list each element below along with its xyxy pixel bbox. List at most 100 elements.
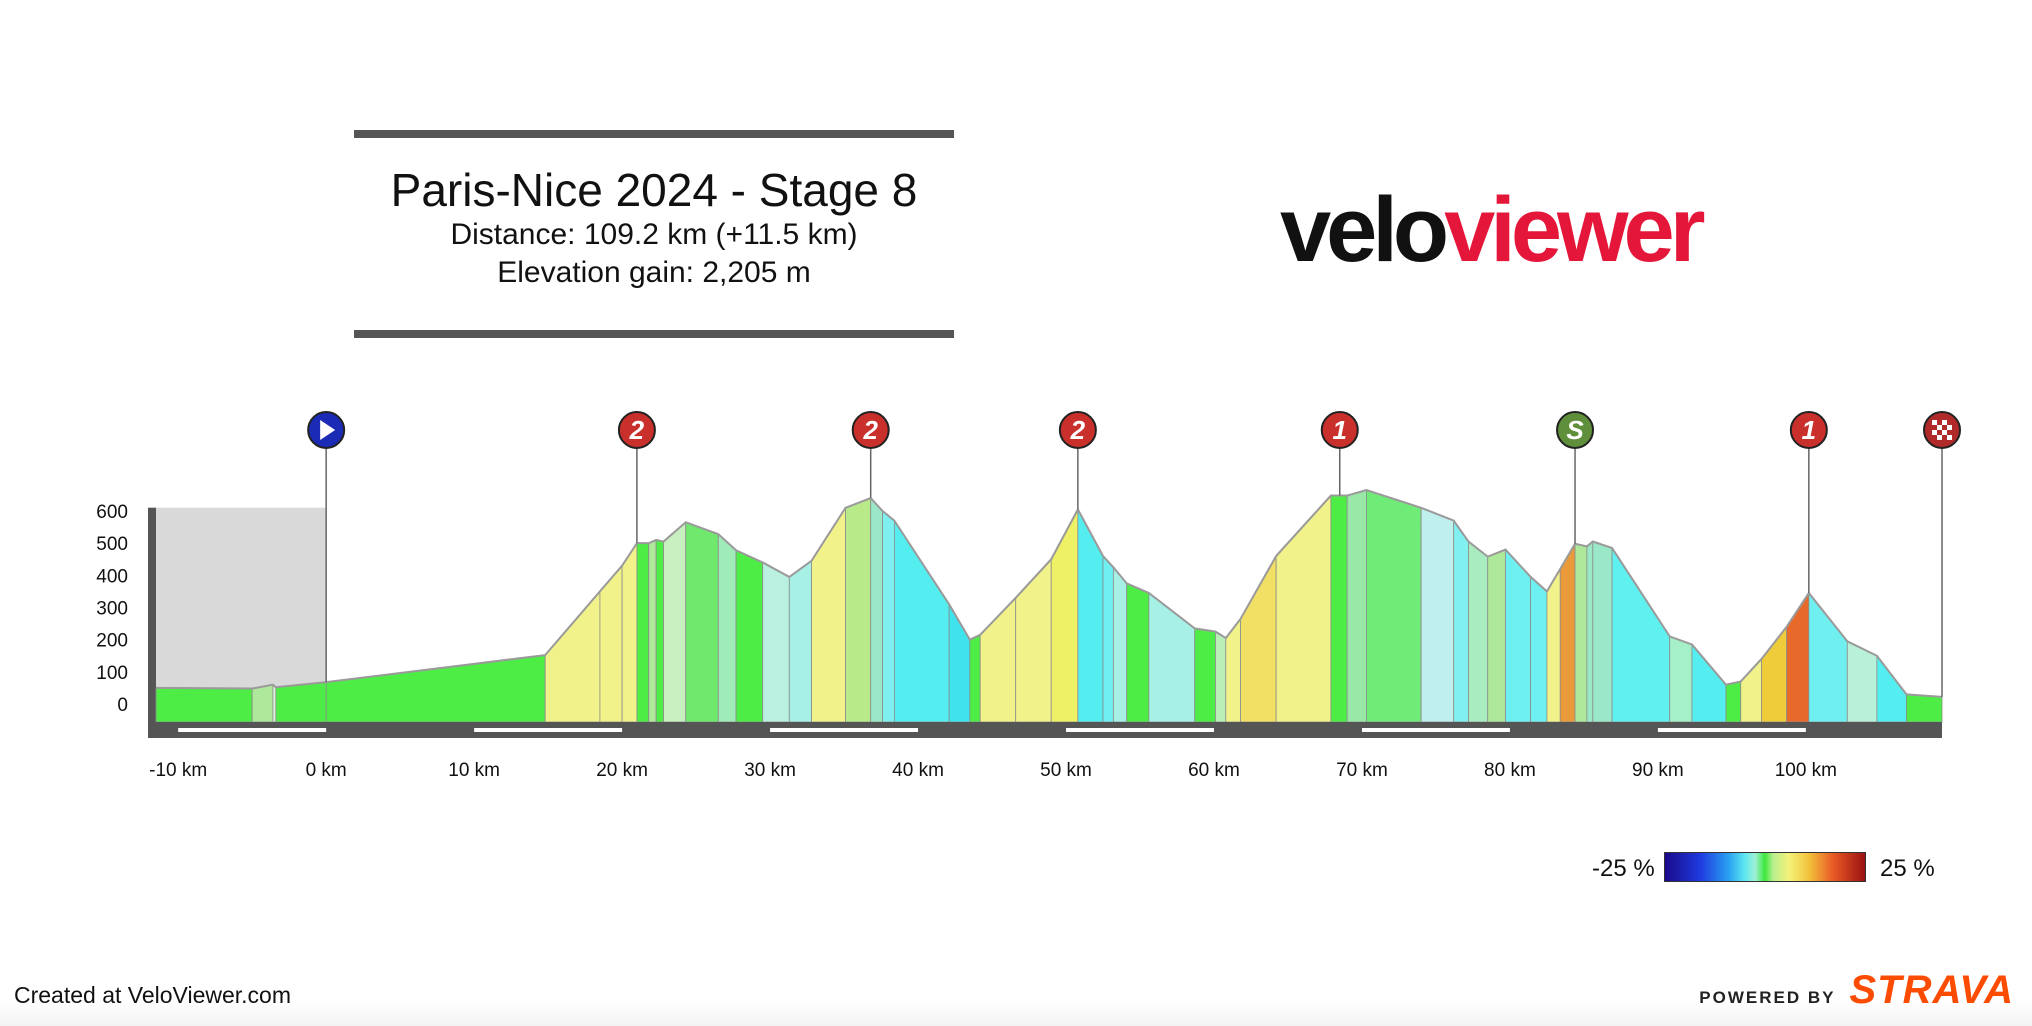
climb-marker bbox=[1058, 411, 1097, 449]
checkered-flag-cell bbox=[1947, 435, 1952, 440]
x-tick-label: 70 km bbox=[1336, 760, 1388, 781]
gradient-segment bbox=[1586, 540, 1594, 723]
gradient-segment bbox=[272, 683, 277, 723]
gradient-segment bbox=[1505, 548, 1532, 723]
gradient-segment bbox=[882, 510, 895, 723]
y-tick-label: 100 bbox=[96, 663, 128, 684]
gradient-segment bbox=[1574, 543, 1588, 723]
x-tick-label: 100 km bbox=[1775, 760, 1837, 781]
checkered-flag-cell bbox=[1932, 425, 1937, 430]
gradient-segment bbox=[621, 541, 638, 723]
gradient-segment bbox=[251, 684, 274, 723]
checkered-flag-cell bbox=[1942, 435, 1947, 440]
checkered-flag-cell bbox=[1942, 430, 1947, 435]
gradient-segment bbox=[1365, 489, 1422, 723]
gradient-segments-layer bbox=[155, 489, 1943, 723]
climb-marker bbox=[617, 411, 656, 449]
gradient-segment bbox=[1592, 540, 1613, 723]
marker-label: 2 bbox=[1070, 415, 1086, 445]
checkered-flag-cell bbox=[1937, 425, 1942, 430]
gradient-segment bbox=[1530, 576, 1548, 723]
y-tick-label: 0 bbox=[117, 695, 128, 716]
marker-label: S bbox=[1566, 415, 1584, 445]
km-band bbox=[474, 728, 623, 732]
gradient-segment bbox=[1126, 582, 1150, 723]
gradient-segment bbox=[1148, 592, 1196, 723]
checkered-flag-cell bbox=[1947, 420, 1952, 425]
checkered-flag-cell bbox=[1942, 425, 1947, 430]
left-axis-bar bbox=[148, 507, 156, 722]
stage-title: Paris-Nice 2024 - Stage 8 bbox=[390, 164, 918, 216]
gradient-segment bbox=[969, 634, 981, 723]
y-tick-label: 600 bbox=[96, 502, 128, 523]
legend-max-label: 25 % bbox=[1880, 855, 1935, 882]
km-band bbox=[1361, 728, 1510, 732]
elevation-profile-chart: 2 2 2 1 S 1 -10 km 0 km 10 km 20 km 30 km 40 km 50 … bbox=[96, 411, 1961, 781]
gradient-segment bbox=[717, 533, 737, 723]
checkered-flag-cell bbox=[1932, 420, 1937, 425]
gradient-segment bbox=[1015, 558, 1052, 723]
km-band bbox=[770, 728, 919, 732]
title-box: Paris-Nice 2024 - Stage 8 Distance: 109.… bbox=[354, 130, 954, 338]
gradient-segment bbox=[1102, 554, 1114, 723]
km-band bbox=[1066, 728, 1214, 732]
gradient-segment bbox=[1112, 566, 1128, 723]
veloviewer-logo[interactable]: veloviewer bbox=[1280, 179, 1706, 281]
distance-text: Distance: 109.2 km (+11.5 km) bbox=[450, 218, 858, 251]
gradient-segment bbox=[870, 497, 883, 723]
gradient-segment bbox=[1346, 489, 1367, 723]
gradient-segment bbox=[663, 521, 687, 723]
profile-line bbox=[155, 489, 1943, 698]
gradient-segment bbox=[636, 542, 650, 723]
gradient-segment bbox=[1487, 548, 1506, 723]
climb-marker bbox=[851, 411, 890, 449]
powered-by-strava[interactable]: POWERED BY STRAVA bbox=[1699, 968, 2014, 1013]
gradient-segment bbox=[1786, 591, 1810, 723]
gradient-segment bbox=[1050, 509, 1079, 723]
marker-label: 1 bbox=[1333, 415, 1347, 445]
gradient-segment bbox=[1740, 657, 1762, 723]
gradient-segment bbox=[1546, 567, 1561, 723]
x-tick-label: 40 km bbox=[892, 760, 944, 781]
gradient-segment bbox=[811, 506, 846, 723]
gradient-segment bbox=[1691, 643, 1727, 723]
gradient-segment bbox=[1906, 693, 1943, 723]
gradient-segment bbox=[893, 519, 950, 723]
created-at-link[interactable]: Created at VeloViewer.com bbox=[14, 982, 292, 1008]
marker-label: 1 bbox=[1802, 415, 1816, 445]
sprint-marker bbox=[1556, 411, 1595, 449]
marker-label: 2 bbox=[629, 415, 645, 445]
checkered-flag-cell bbox=[1942, 420, 1947, 425]
x-tick-label: 20 km bbox=[596, 760, 648, 781]
checkered-flag-cell bbox=[1947, 425, 1952, 430]
gradient-segment bbox=[599, 564, 623, 723]
gradient-segment bbox=[735, 549, 764, 723]
km-band bbox=[178, 728, 327, 732]
x-tick-label: 0 km bbox=[306, 760, 347, 781]
play-icon bbox=[320, 420, 336, 440]
gradient-segment bbox=[1275, 494, 1332, 723]
gradient-segment bbox=[275, 681, 327, 723]
gradient-segment bbox=[762, 561, 790, 723]
gradient-legend-bar bbox=[1664, 852, 1866, 882]
y-tick-label: 200 bbox=[96, 631, 128, 652]
gradient-segment bbox=[1808, 591, 1848, 723]
km-band bbox=[1657, 728, 1806, 732]
gradient-segment bbox=[1240, 554, 1277, 723]
x-tick-label: 50 km bbox=[1040, 760, 1092, 781]
gradient-segment bbox=[1453, 519, 1469, 723]
gradient-segment bbox=[155, 687, 253, 723]
climb-markers-layer: 2 2 2 1 S 1 bbox=[307, 411, 1961, 697]
x-tick-label: -10 km bbox=[149, 760, 207, 781]
gradient-segment bbox=[1725, 680, 1742, 723]
checkered-flag-cell bbox=[1937, 435, 1942, 440]
axis-layer: -10 km 0 km 10 km 20 km 30 km 40 km 50 km 60 km… bbox=[96, 502, 1942, 781]
y-tick-label: 500 bbox=[96, 534, 128, 555]
x-tick-label: 30 km bbox=[744, 760, 796, 781]
checkered-flag-cell bbox=[1932, 430, 1937, 435]
marker-label: 2 bbox=[862, 415, 878, 445]
base-bar bbox=[148, 722, 1942, 738]
gradient-segment bbox=[648, 539, 657, 723]
y-tick-label: 300 bbox=[96, 598, 128, 619]
logo-part-viewer: viewer bbox=[1444, 179, 1705, 281]
